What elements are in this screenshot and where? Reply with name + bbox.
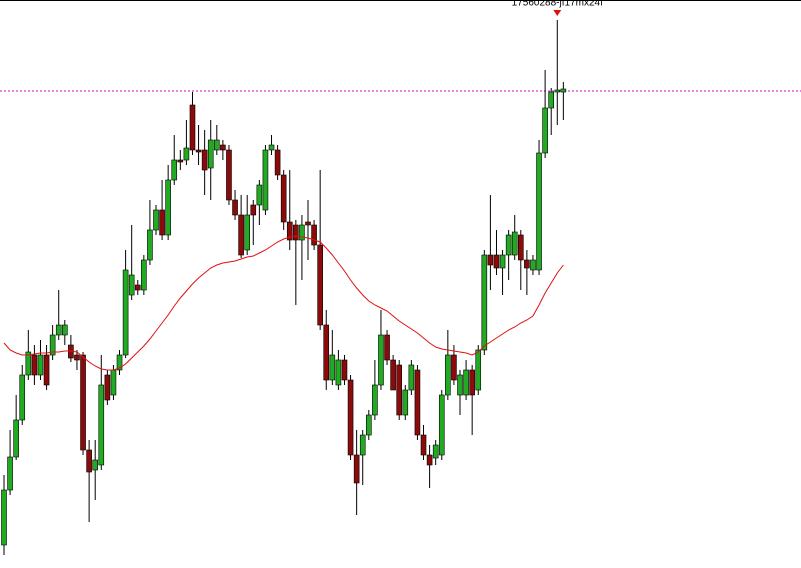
candle-body bbox=[329, 354, 336, 381]
candle-body bbox=[177, 159, 184, 163]
candle-body bbox=[86, 449, 92, 473]
candle-body bbox=[220, 144, 226, 151]
candle-body bbox=[147, 229, 153, 261]
candle-body bbox=[195, 149, 202, 153]
candle-body bbox=[481, 254, 488, 351]
candle-body bbox=[390, 359, 396, 391]
candle-body bbox=[110, 369, 117, 396]
candle-body bbox=[159, 209, 165, 236]
candle-body bbox=[505, 234, 512, 256]
candle-body bbox=[353, 454, 360, 484]
candle-body bbox=[530, 259, 536, 271]
candle-body bbox=[438, 394, 445, 456]
candle-body bbox=[408, 364, 415, 391]
candle-body bbox=[347, 379, 354, 456]
candle-body bbox=[341, 359, 348, 381]
candle-body bbox=[542, 107, 548, 154]
candle-body bbox=[524, 259, 530, 269]
candle-body bbox=[384, 334, 390, 361]
candle-body bbox=[286, 221, 293, 241]
candle-body bbox=[226, 149, 232, 201]
candle-body bbox=[183, 147, 190, 161]
candle-body bbox=[396, 364, 403, 416]
candle-body bbox=[92, 459, 98, 471]
candle-body bbox=[80, 354, 86, 451]
candle-body bbox=[372, 384, 378, 416]
candle-body bbox=[189, 104, 196, 151]
candle-body bbox=[554, 89, 561, 93]
candle-body bbox=[457, 374, 463, 396]
candle-body bbox=[13, 419, 19, 458]
candle-body bbox=[280, 174, 287, 223]
candle-body bbox=[359, 434, 366, 456]
candle-body bbox=[365, 414, 372, 436]
annotation-label: 17560288-jf17mx24f bbox=[512, 0, 603, 9]
candle-body bbox=[171, 159, 178, 181]
candle-body bbox=[207, 139, 214, 169]
candle-body bbox=[116, 354, 123, 371]
candle-body bbox=[335, 359, 342, 386]
candle-body bbox=[511, 231, 518, 256]
candle-body bbox=[256, 184, 263, 206]
candle-body bbox=[499, 254, 506, 269]
candle-body bbox=[1, 489, 7, 546]
candle-body bbox=[98, 384, 105, 466]
candle-body bbox=[238, 214, 244, 256]
candle-body bbox=[548, 91, 555, 109]
candle-body bbox=[293, 224, 299, 241]
annotation-arrow bbox=[553, 10, 562, 16]
candle-body bbox=[463, 369, 469, 396]
candle-body bbox=[432, 444, 439, 459]
candle-body bbox=[268, 144, 275, 151]
candle-body bbox=[311, 224, 317, 246]
candle-body bbox=[122, 269, 129, 356]
candle-body bbox=[378, 334, 384, 386]
candle-body bbox=[134, 284, 141, 291]
candle-body bbox=[74, 354, 80, 361]
candle-body bbox=[469, 369, 475, 396]
candle-body bbox=[517, 234, 524, 261]
candle-body bbox=[49, 334, 56, 356]
candle-body bbox=[214, 139, 220, 151]
candle-body bbox=[536, 152, 542, 271]
candle-body bbox=[475, 349, 482, 391]
candle-body bbox=[201, 149, 208, 171]
candle-body bbox=[232, 199, 238, 216]
candle-body bbox=[61, 324, 68, 336]
candle-body bbox=[250, 204, 257, 216]
candle-body bbox=[43, 354, 50, 386]
candle-body bbox=[305, 221, 311, 226]
candle-body bbox=[31, 354, 38, 376]
candle-body bbox=[37, 354, 44, 376]
candle-body bbox=[153, 209, 159, 231]
candle-body bbox=[487, 254, 494, 266]
candle-body bbox=[560, 88, 567, 93]
candle-body bbox=[165, 179, 171, 236]
candle-body bbox=[420, 434, 427, 456]
candle-body bbox=[323, 324, 330, 381]
candle-body bbox=[493, 254, 500, 269]
candle-body bbox=[25, 351, 32, 376]
candle-body bbox=[317, 244, 323, 326]
candle-body bbox=[414, 369, 421, 436]
candle-body bbox=[299, 224, 305, 241]
candle-body bbox=[426, 454, 433, 466]
candle-body bbox=[19, 374, 26, 421]
candle-body bbox=[55, 324, 62, 336]
candle-body bbox=[402, 389, 409, 416]
candle-body bbox=[451, 354, 457, 381]
candle-body bbox=[445, 354, 451, 396]
candle-body bbox=[141, 259, 147, 291]
candle-body bbox=[262, 149, 269, 211]
candle-body bbox=[244, 214, 250, 251]
candle-body bbox=[128, 274, 135, 296]
candle-body bbox=[274, 149, 281, 176]
candle-body bbox=[104, 374, 111, 401]
moving-average bbox=[3, 235, 564, 371]
candle-body bbox=[7, 456, 13, 491]
